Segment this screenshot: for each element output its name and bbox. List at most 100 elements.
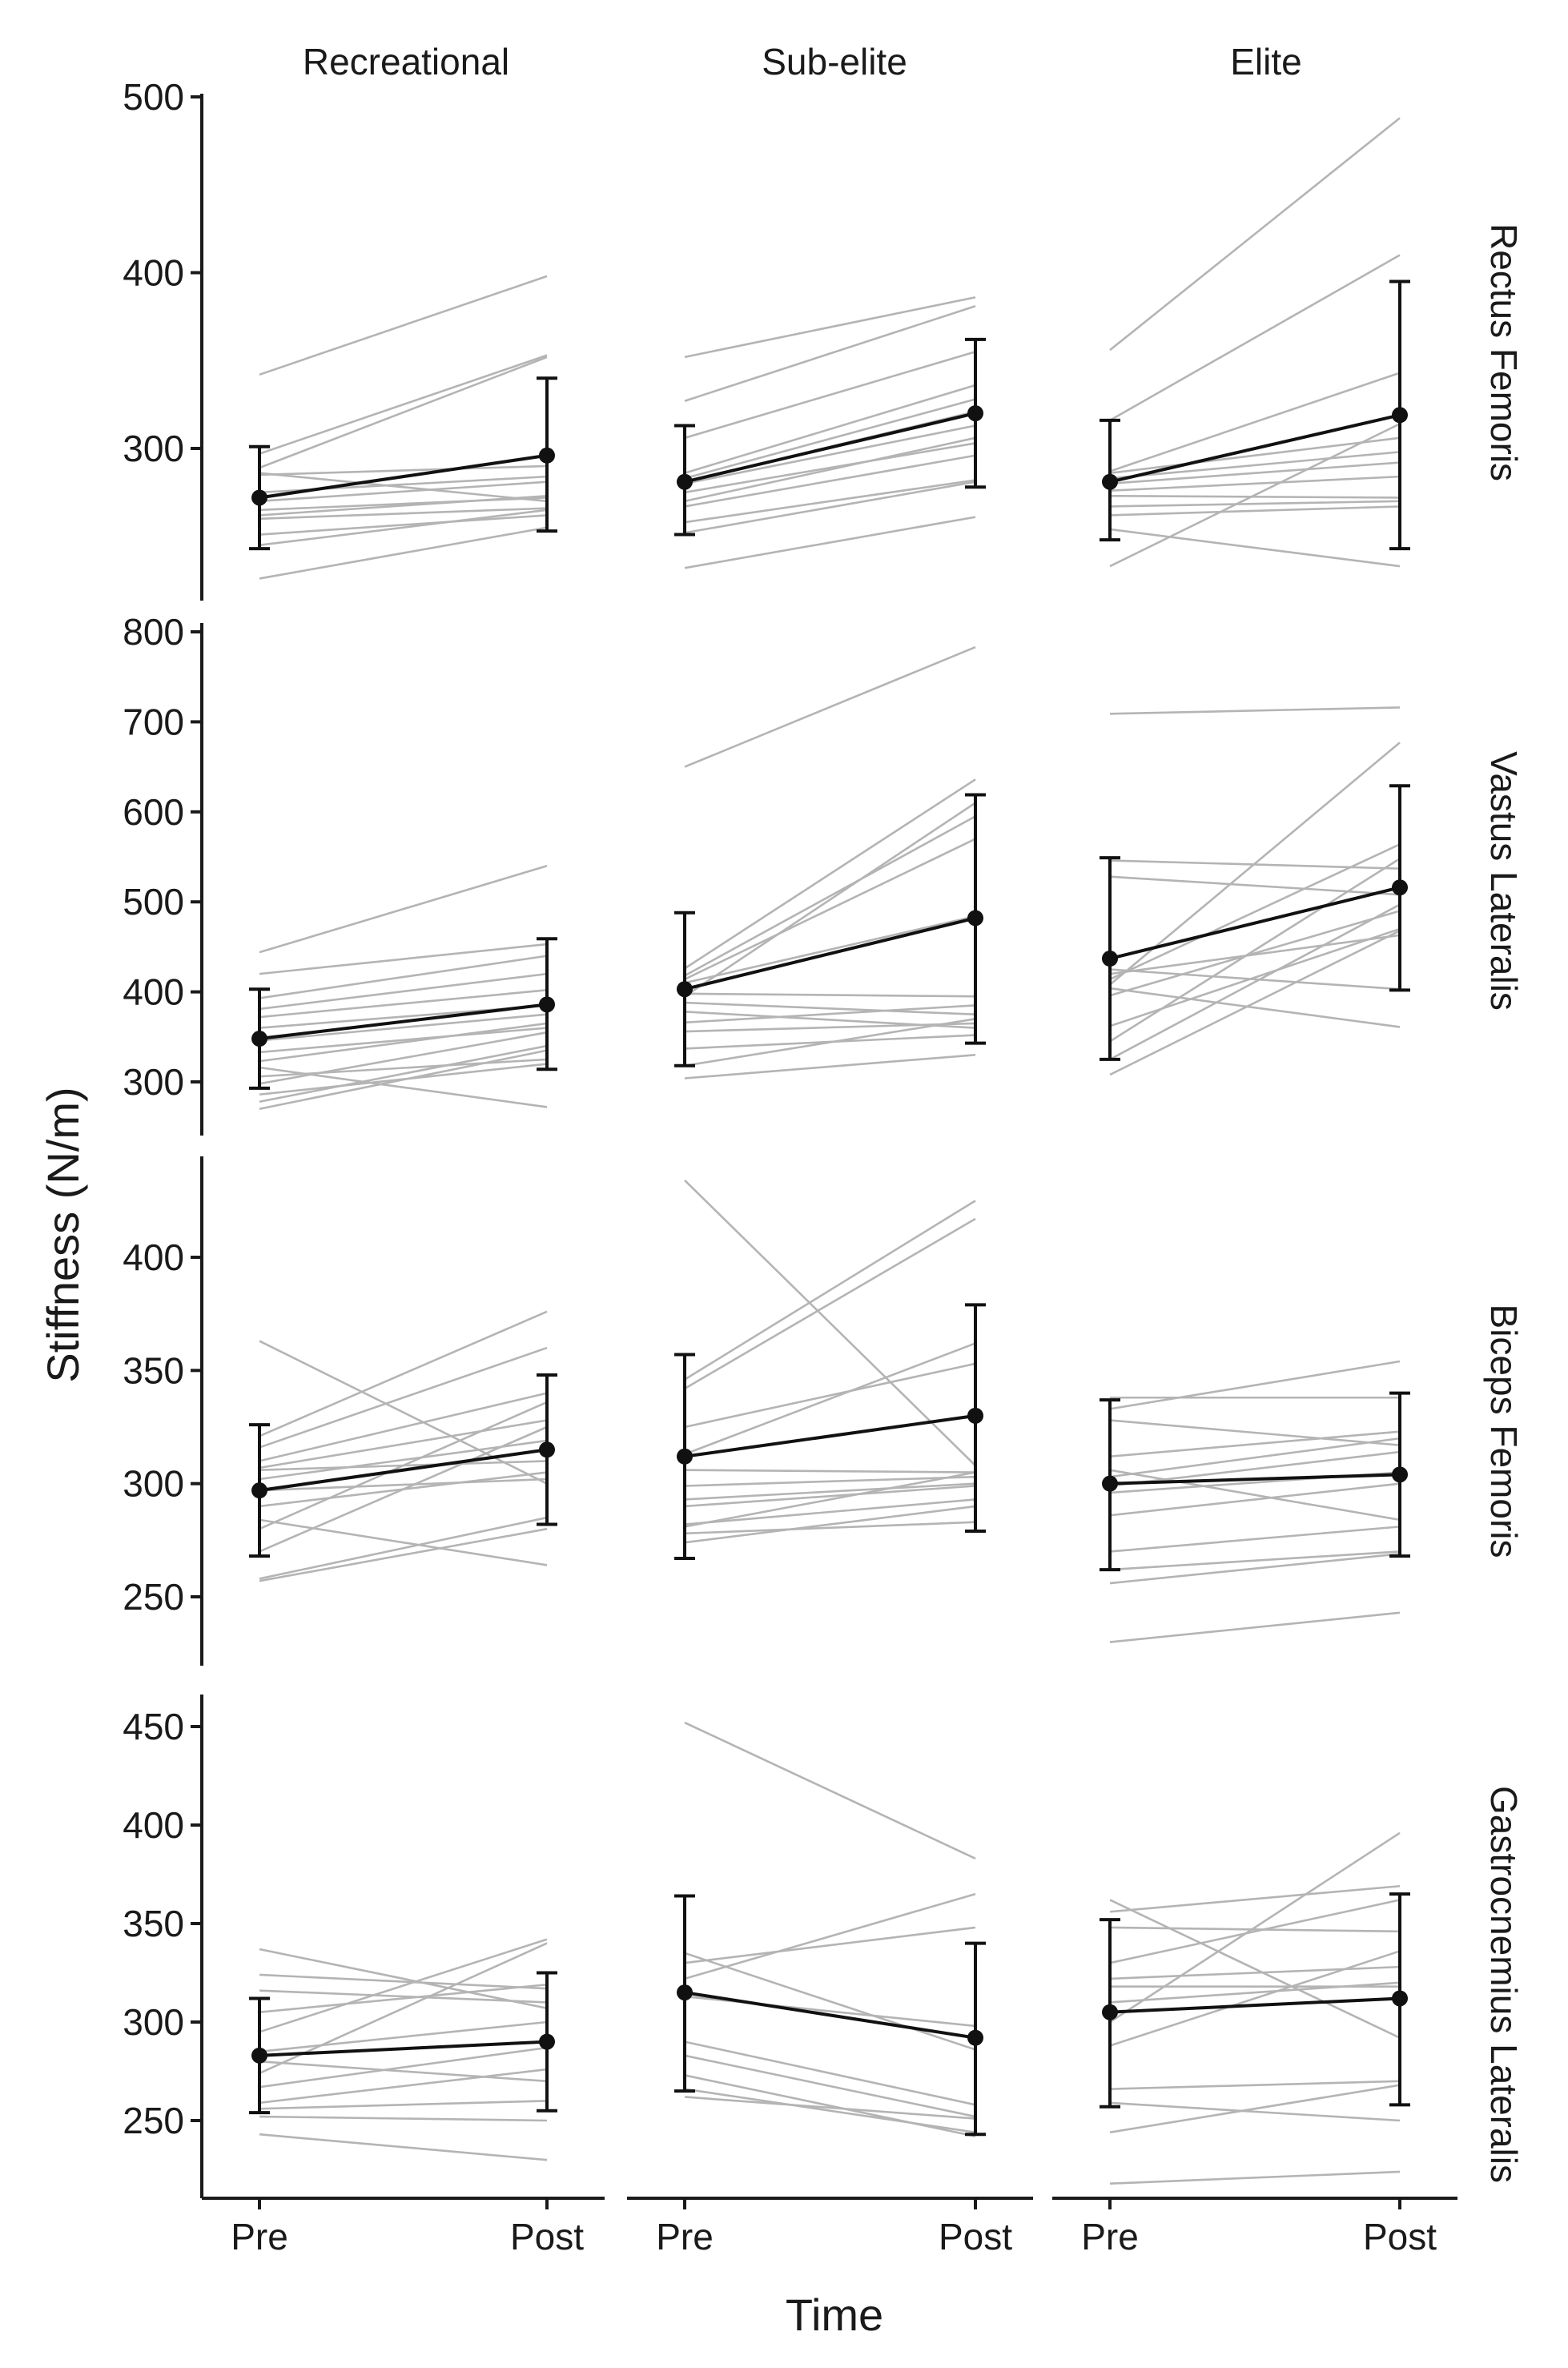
- individual-line-biceps-femoris-elite-13: [1109, 1611, 1401, 1643]
- individual-line-vastus-lateralis-sub-elite-8: [684, 1001, 976, 1015]
- individual-line-gastrocnemius-lateralis-elite-12: [1109, 2084, 1401, 2134]
- individual-line-vastus-lateralis-recreational-9: [259, 1022, 548, 1063]
- individual-line-gastrocnemius-lateralis-recreational-5: [259, 1938, 548, 2033]
- individual-line-vastus-lateralis-sub-elite-6: [684, 992, 976, 998]
- individual-line-vastus-lateralis-recreational-3: [259, 955, 548, 999]
- y-tick-label-vastus-lateralis-700: 700: [123, 701, 184, 742]
- individual-line-gastrocnemius-lateralis-sub-elite-2: [684, 1952, 976, 2051]
- individual-line-vastus-lateralis-elite-7: [1109, 742, 1401, 986]
- y-tick-label-vastus-lateralis-400: 400: [123, 971, 184, 1013]
- mean-point-rectus-femoris-sub-elite-pre: [677, 473, 693, 490]
- y-tick-label-gastrocnemius-lateralis-350: 350: [123, 1903, 184, 1944]
- y-tick-label-biceps-femoris-350: 350: [123, 1349, 184, 1391]
- mean-point-vastus-lateralis-elite-post: [1392, 879, 1408, 896]
- column-header-sub-elite: Sub-elite: [762, 41, 907, 82]
- mean-line-biceps-femoris-recreational: [259, 1448, 548, 1493]
- mean-point-gastrocnemius-lateralis-sub-elite-pre: [677, 1984, 693, 2001]
- individual-line-gastrocnemius-lateralis-elite-8: [1109, 1831, 1401, 2024]
- individual-line-biceps-femoris-elite-6: [1109, 1437, 1401, 1478]
- individual-line-gastrocnemius-lateralis-sub-elite-8: [684, 2074, 976, 2137]
- individual-line-gastrocnemius-lateralis-elite-4: [1109, 1899, 1401, 1964]
- individual-line-rectus-femoris-elite-5: [1109, 451, 1401, 480]
- mean-point-rectus-femoris-elite-post: [1392, 407, 1408, 424]
- individual-line-gastrocnemius-lateralis-recreational-6: [259, 2020, 548, 2053]
- individual-line-gastrocnemius-lateralis-sub-elite-9: [684, 2088, 976, 2134]
- individual-line-vastus-lateralis-elite-4: [1109, 968, 1401, 991]
- column-headers: Recreational Sub-elite Elite: [303, 41, 1302, 82]
- individual-line-vastus-lateralis-sub-elite-10: [684, 1004, 976, 1024]
- individual-line-gastrocnemius-lateralis-recreational-9: [259, 2046, 548, 2089]
- individual-line-vastus-lateralis-elite-5: [1109, 934, 1401, 975]
- mean-point-biceps-femoris-recreational-pre: [251, 1482, 267, 1499]
- individual-line-rectus-femoris-recreational-13: [259, 526, 548, 580]
- mean-point-vastus-lateralis-recreational-pre: [251, 1031, 267, 1047]
- individual-line-gastrocnemius-lateralis-sub-elite-10: [684, 2096, 976, 2120]
- individual-line-biceps-femoris-recreational-8: [259, 1477, 548, 1492]
- y-tick-label-rectus-femoris-500: 500: [123, 76, 184, 118]
- individual-line-vastus-lateralis-recreational-14: [259, 1044, 548, 1104]
- x-axis-title: Time: [786, 2290, 883, 2340]
- x-tick-label-elite-pre: Pre: [1081, 2216, 1139, 2257]
- individual-line-rectus-femoris-recreational-2: [259, 354, 548, 455]
- y-tick-label-vastus-lateralis-800: 800: [123, 611, 184, 653]
- row-labels: Rectus Femoris Vastus Lateralis Biceps F…: [1483, 223, 1525, 2183]
- individual-line-rectus-femoris-sub-elite-2: [684, 304, 976, 402]
- individual-line-vastus-lateralis-elite-11: [1109, 858, 1401, 1043]
- x-tick-label-elite-post: Post: [1363, 2216, 1437, 2257]
- individual-line-vastus-lateralis-recreational-11: [259, 1058, 548, 1078]
- individual-line-biceps-femoris-elite-10: [1109, 1526, 1401, 1553]
- individual-line-vastus-lateralis-recreational-5: [259, 989, 548, 1019]
- individual-line-rectus-femoris-sub-elite-5: [684, 398, 976, 480]
- individual-line-vastus-lateralis-elite-13: [1109, 930, 1401, 1076]
- individual-line-vastus-lateralis-elite-3: [1109, 875, 1401, 896]
- individual-line-vastus-lateralis-sub-elite-7: [684, 802, 976, 998]
- mean-line-vastus-lateralis-sub-elite: [684, 916, 976, 991]
- mean-line-gastrocnemius-lateralis-elite: [1109, 1996, 1401, 2014]
- individual-line-gastrocnemius-lateralis-sub-elite-7: [684, 2054, 976, 2118]
- individual-line-rectus-femoris-sub-elite-7: [684, 424, 976, 485]
- mean-point-rectus-femoris-recreational-post: [539, 447, 555, 464]
- individual-line-vastus-lateralis-sub-elite-4: [684, 838, 976, 981]
- individual-line-biceps-femoris-recreational-14: [259, 1527, 548, 1582]
- x-tick-label-sub-elite-pre: Pre: [656, 2216, 714, 2257]
- individual-line-gastrocnemius-lateralis-recreational-2: [259, 1973, 548, 1990]
- y-tick-label-rectus-femoris-300: 300: [123, 428, 184, 469]
- individual-line-rectus-femoris-recreational-7: [259, 480, 548, 503]
- mean-line-gastrocnemius-lateralis-sub-elite: [684, 1991, 976, 2040]
- individual-line-gastrocnemius-lateralis-sub-elite-3: [684, 1926, 976, 1964]
- individual-line-rectus-femoris-sub-elite-8: [684, 442, 976, 494]
- individual-line-gastrocnemius-lateralis-recreational-7: [259, 2060, 548, 2083]
- individual-line-rectus-femoris-recreational-1: [259, 275, 548, 376]
- individual-line-vastus-lateralis-sub-elite-1: [684, 645, 976, 768]
- individual-line-biceps-femoris-sub-elite-3: [684, 1217, 976, 1390]
- plot-area: 300 400 500 300 400 500 600 700 800 250 300 350 400 2…: [123, 76, 1457, 2257]
- individual-line-vastus-lateralis-sub-elite-3: [684, 815, 976, 977]
- individual-line-biceps-femoris-elite-7: [1109, 1450, 1401, 1487]
- individual-line-biceps-femoris-sub-elite-9: [684, 1485, 976, 1508]
- individual-line-biceps-femoris-sub-elite-6: [684, 1469, 976, 1473]
- y-tick-label-vastus-lateralis-600: 600: [123, 791, 184, 833]
- individual-line-biceps-femoris-sub-elite-13: [684, 1505, 976, 1544]
- individual-line-vastus-lateralis-elite-9: [1109, 910, 1401, 997]
- individual-line-vastus-lateralis-elite-8: [1109, 987, 1401, 1028]
- individual-line-rectus-femoris-sub-elite-1: [684, 295, 976, 359]
- individual-line-biceps-femoris-sub-elite-1: [684, 1179, 976, 1466]
- x-tick-label-sub-elite-post: Post: [939, 2216, 1012, 2257]
- individual-line-vastus-lateralis-sub-elite-13: [684, 1018, 976, 1067]
- row-label-rectus-femoris: Rectus Femoris: [1483, 223, 1525, 481]
- individual-line-gastrocnemius-lateralis-elite-7: [1109, 1981, 1401, 2004]
- individual-line-gastrocnemius-lateralis-recreational-11: [259, 2100, 548, 2110]
- mean-line-biceps-femoris-sub-elite: [684, 1413, 976, 1458]
- mean-point-vastus-lateralis-sub-elite-pre: [677, 981, 693, 998]
- individual-line-biceps-femoris-recreational-4: [259, 1392, 548, 1462]
- individual-line-biceps-femoris-sub-elite-5: [684, 1342, 976, 1456]
- individual-line-rectus-femoris-sub-elite-3: [684, 351, 976, 440]
- individual-line-rectus-femoris-sub-elite-12: [684, 480, 976, 534]
- individual-line-vastus-lateralis-recreational-4: [259, 972, 548, 1011]
- individual-line-gastrocnemius-lateralis-elite-11: [1109, 2101, 1401, 2122]
- y-tick-label-gastrocnemius-lateralis-300: 300: [123, 2001, 184, 2043]
- individual-line-gastrocnemius-lateralis-sub-elite-1: [684, 1721, 976, 1859]
- individual-line-rectus-femoris-elite-4: [1109, 436, 1401, 475]
- individual-line-biceps-femoris-sub-elite-12: [684, 1521, 976, 1535]
- individual-line-gastrocnemius-lateralis-recreational-13: [259, 2133, 548, 2161]
